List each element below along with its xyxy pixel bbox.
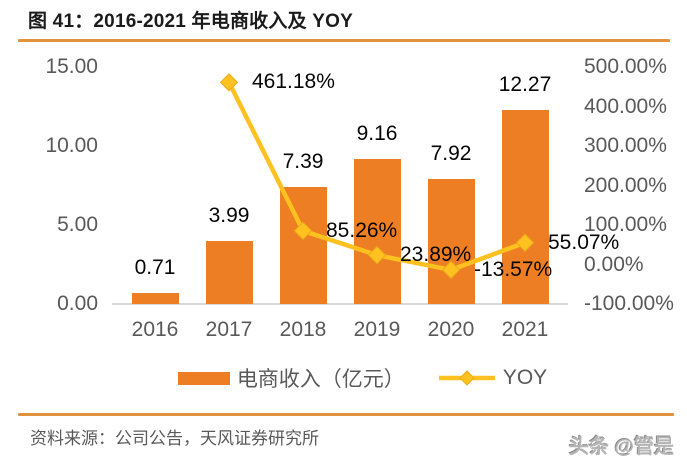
line-series-swatch-icon [438, 370, 495, 386]
bar-value-label: 0.71 [134, 255, 176, 279]
x-axis-label: 2020 [427, 318, 475, 341]
x-axis-label: 2018 [279, 318, 327, 341]
left-axis-tick: 10.00 [45, 134, 98, 157]
left-axis-tick: 0.00 [57, 292, 98, 315]
legend-item-yoy: YOY [438, 366, 547, 390]
bar-value-label: 3.99 [208, 203, 250, 227]
bar-value-label: 12.27 [498, 73, 552, 97]
legend-revenue-label: 电商收入（亿元） [236, 368, 405, 391]
left-axis-tick: 5.00 [57, 213, 98, 236]
yoy-value-label: 55.07% [548, 230, 620, 254]
chart-legend: 电商收入（亿元） YOY [38, 363, 687, 393]
x-axis-label: 2019 [353, 318, 401, 341]
yoy-value-label: 23.89% [400, 243, 472, 267]
right-axis-tick: 200.00% [584, 173, 667, 197]
left-axis-tick: 15.00 [45, 55, 98, 78]
bar [205, 240, 253, 304]
bar-series-swatch-icon [177, 371, 230, 385]
right-axis-tick: 300.00% [584, 134, 667, 157]
yoy-value-label: 461.18% [252, 70, 335, 94]
yoy-value-label: 85.26% [326, 218, 398, 242]
x-axis-line [112, 303, 568, 305]
bar [131, 292, 179, 304]
x-axis-label: 2016 [131, 318, 179, 341]
bar-value-label: 7.39 [282, 150, 324, 174]
legend-yoy-label: YOY [502, 366, 548, 389]
footer-divider-line [18, 413, 674, 416]
yoy-value-label: -13.57% [474, 257, 553, 281]
right-axis-tick: 500.00% [584, 55, 667, 78]
yoy-point-marker [219, 73, 239, 92]
bar [279, 187, 327, 304]
right-axis-tick: 100.00% [584, 213, 667, 236]
x-axis-label: 2021 [501, 318, 549, 341]
title-divider-line [18, 39, 670, 42]
bar-value-label: 7.92 [430, 141, 472, 165]
figure-title: 图 41：2016-2021 年电商收入及 YOY [28, 11, 353, 32]
data-source-note: 资料来源：公司公告，天风证券研究所 [30, 429, 319, 448]
x-axis-label: 2017 [205, 318, 253, 341]
right-axis-tick: 0.00% [584, 252, 644, 276]
right-axis-tick: 400.00% [584, 94, 667, 118]
right-axis-tick: -100.00% [584, 292, 674, 315]
legend-item-revenue: 电商收入（亿元） [177, 363, 405, 393]
toutiao-watermark: 头条 @管是 [568, 436, 674, 458]
